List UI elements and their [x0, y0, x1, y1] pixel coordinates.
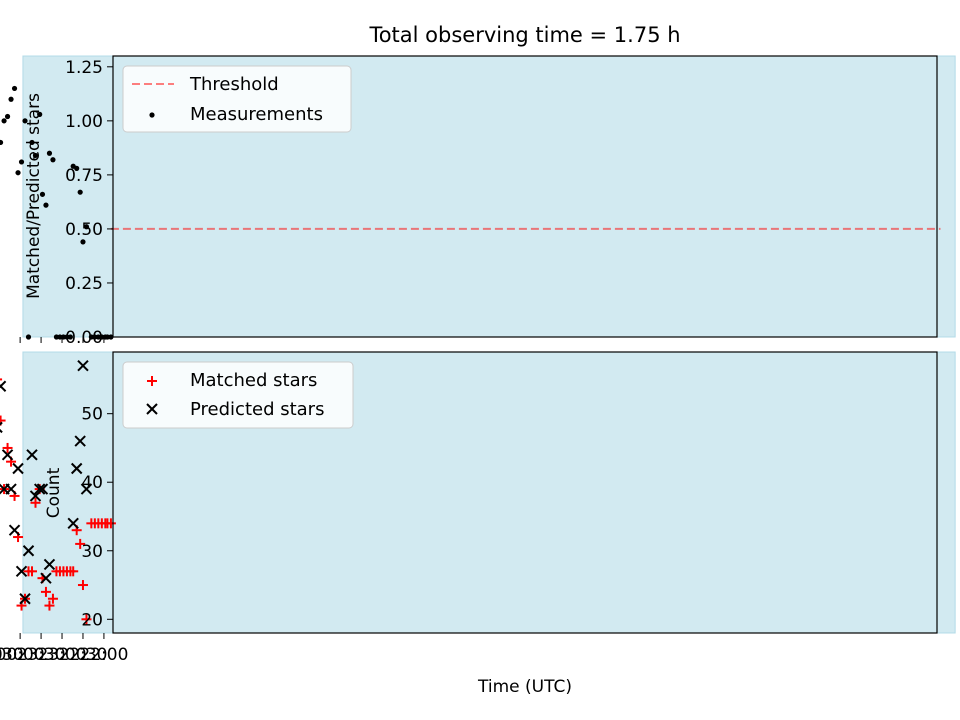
count-y-tick-label: 30: [81, 542, 103, 562]
measurement-point: [1, 118, 7, 124]
measurement-point: [50, 157, 56, 163]
count-legend: Matched stars Predicted stars: [122, 361, 354, 429]
count-y-tick-label: 40: [81, 473, 103, 493]
threshold-legend-label: Threshold: [189, 74, 279, 95]
measurement-point: [29, 139, 35, 146]
matched-star-point: [77, 580, 88, 591]
ratio-x-ticks: [19, 337, 105, 343]
measurement-point: [22, 118, 28, 124]
count-y-ticks: 20 30 40 50: [81, 405, 113, 630]
ratio-plot-frame: [112, 55, 938, 338]
predicted-legend-label: Predicted stars: [190, 399, 324, 420]
matched-star-point: [81, 614, 92, 625]
measurement-point: [11, 85, 18, 92]
ratio-y-tick-label: 0.75: [65, 166, 103, 186]
measurement-point: [39, 191, 46, 197]
matched-star-point: [40, 586, 51, 597]
measurement-point: [53, 334, 60, 340]
measurements-legend-swatch: [149, 112, 155, 118]
x-tick-label: 23:30: [17, 645, 66, 665]
measurement-point: [18, 159, 25, 165]
count-y-axis-label: Count: [44, 467, 64, 518]
matched-star-point: [30, 497, 41, 508]
measurement-point: [46, 150, 53, 156]
matched-star-point: [0, 378, 3, 381]
ratio-y-tick-label: 1.25: [65, 58, 103, 78]
predicted-star-point: [0, 483, 10, 495]
matched-star-point: [2, 442, 13, 453]
count-panel: 20 30 40 50 22:0022:3023:0023:3000:0000:300…: [0, 351, 956, 697]
count-plot-frame: [112, 351, 938, 634]
ratio-y-tick-label: 1.00: [65, 112, 103, 132]
ratio-y-axis-label: Matched/Predicted stars: [24, 93, 44, 299]
ratio-y-tick-label: 0.25: [65, 274, 103, 294]
measurement-point: [88, 334, 94, 340]
x-tick-label: 22:30: [58, 645, 107, 665]
measurement-point: [80, 239, 86, 245]
x-tick-label: 01:00: [0, 645, 3, 665]
measurement-point: [0, 139, 4, 146]
predicted-star-point: [70, 462, 83, 475]
measurement-point: [25, 334, 32, 340]
measurements-legend-label: Measurements: [190, 104, 323, 125]
ratio-plot-marks: [0, 85, 941, 340]
count-y-tick-label: 50: [81, 405, 103, 425]
matched-star-point: [86, 518, 97, 529]
ratio-panel: 0.00 0.25 0.50 0.75 1.00 1.25 Matched/Predict…: [0, 55, 956, 348]
ratio-y-tick-label: 0.50: [65, 220, 103, 240]
matched-star-point: [47, 593, 58, 604]
matched-star-point: [23, 566, 34, 577]
measurement-point: [43, 202, 49, 208]
predicted-star-point: [67, 517, 79, 530]
matched-star-point: [44, 600, 55, 611]
ratio-y-tick-label: 0.00: [65, 328, 103, 348]
x-tick-label: 22:00: [79, 645, 128, 665]
measurement-point: [77, 189, 83, 195]
matched-legend-label: Matched stars: [190, 370, 317, 391]
measurement-point: [8, 96, 14, 102]
predicted-star-point: [80, 483, 93, 495]
count-plot-marks: [0, 360, 116, 625]
x-tick-label: 00:30: [0, 645, 24, 665]
predicted-star-point: [8, 524, 21, 536]
predicted-star-point: [26, 449, 38, 461]
predicted-star-point: [43, 558, 56, 571]
predicted-star-point: [74, 435, 86, 447]
x-tick-label: 00:00: [0, 645, 45, 665]
matched-star-point: [75, 538, 86, 549]
predicted-star-point: [1, 449, 14, 461]
measurement-point: [15, 170, 21, 176]
predicted-star-point: [0, 421, 3, 434]
ratio-legend-box: [122, 65, 352, 133]
measurement-point: [32, 152, 39, 159]
measurement-point: [37, 111, 43, 117]
measurement-point: [83, 224, 90, 230]
predicted-star-point: [12, 462, 24, 475]
x-tick-label: 23:00: [38, 645, 87, 665]
matched-star-point: [51, 566, 62, 577]
count-legend-box: [122, 361, 354, 429]
matched-legend-swatch: [147, 376, 157, 386]
predicted-legend-swatch: [146, 403, 158, 415]
measurement-point: [4, 113, 11, 120]
count-y-tick-label: 20: [81, 610, 103, 630]
x-axis-label: Time (UTC): [477, 677, 572, 697]
predicted-star-point: [15, 565, 28, 578]
chart-title: Total observing time = 1.75 h: [368, 23, 680, 47]
predicted-star-point: [29, 490, 42, 502]
predicted-star-point: [22, 545, 35, 557]
count-x-ticks: 22:0022:3023:0023:3000:0000:3001:0001:30…: [0, 633, 128, 665]
measurement-point: [70, 163, 76, 169]
predicted-star-point: [33, 483, 46, 495]
predicted-star-point: [19, 593, 31, 605]
predicted-star-point: [77, 360, 89, 372]
ratio-y-ticks: 0.00 0.25 0.50 0.75 1.00 1.25: [65, 58, 113, 348]
predicted-star-point: [0, 380, 7, 392]
ratio-legend: Threshold Measurements: [122, 65, 352, 133]
predicted-star-point: [40, 572, 52, 584]
